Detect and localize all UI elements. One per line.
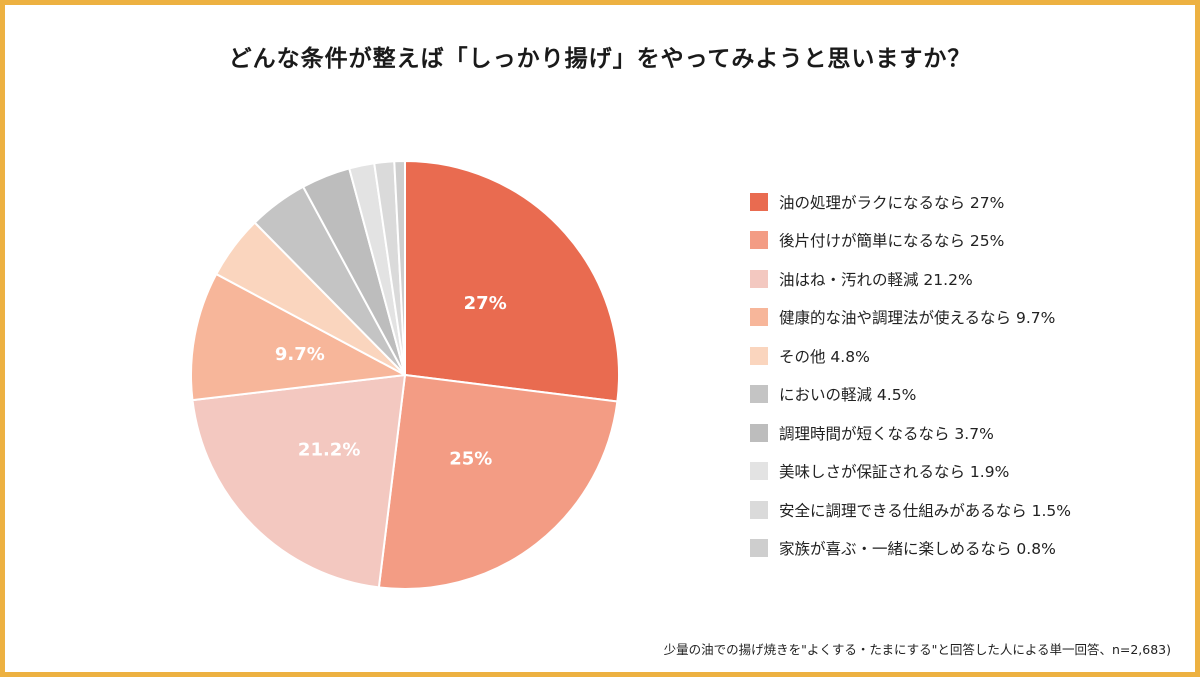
legend-item-5: その他 4.8% — [750, 343, 1071, 368]
legend-label: においの軽減 4.5% — [779, 386, 917, 404]
legend-swatch — [750, 269, 768, 288]
legend-item-4: 健康的な油や調理法が使えるなら 9.7% — [750, 305, 1071, 330]
legend-label: 安全に調理できる仕組みがあるなら 1.5% — [779, 501, 1071, 520]
chart-title: どんな条件が整えば「しっかり揚げ」をやってみようと思いますか？ — [228, 46, 972, 72]
legend-swatch — [750, 192, 768, 211]
pie-data-label-2: 25% — [449, 448, 492, 469]
pie-data-label-3: 21.2% — [298, 439, 360, 460]
footnote: 少量の油での揚げ焼きを"よくする・たまにする"と回答した人による単一回答、n=2… — [663, 642, 1171, 657]
pie-slice-3 — [191, 373, 407, 589]
legend-label: 油の処理がラクになるなら 27% — [779, 193, 1005, 212]
legend-swatch — [750, 500, 768, 519]
pie-data-label-4: 9.7% — [275, 344, 325, 365]
legend-label: その他 4.8% — [779, 347, 870, 366]
legend-item-8: 美味しさが保証されるなら 1.9% — [750, 459, 1071, 484]
legend-swatch — [750, 385, 768, 403]
legend-item-1: 油の処理がラクになるなら 27% — [750, 189, 1071, 214]
pie-slice-4 — [190, 272, 409, 402]
legend-label: 美味しさが保証されるなら 1.9% — [779, 463, 1010, 481]
pie-slice-1 — [404, 159, 620, 403]
legend-item-10: 家族が喜ぶ・一緒に楽しめるなら 0.8% — [750, 536, 1071, 561]
legend-label: 家族が喜ぶ・一緒に楽しめるなら 0.8% — [779, 540, 1056, 558]
legend-item-7: 調理時間が短くなるなら 3.7% — [750, 420, 1071, 445]
pie-slice-2 — [377, 373, 619, 590]
legend-item-6: においの軽減 4.5% — [750, 382, 1071, 407]
legend-swatch — [750, 462, 768, 480]
legend-item-3: 油はね・汚れの軽減 21.2% — [750, 266, 1071, 291]
legend-swatch — [750, 231, 768, 249]
pie-data-label-1: 27% — [464, 293, 507, 314]
legend-swatch — [750, 308, 768, 326]
legend-item-9: 安全に調理できる仕組みがあるなら 1.5% — [750, 497, 1071, 522]
legend-item-2: 後片付けが簡単になるなら 25% — [750, 228, 1071, 253]
legend: 油の処理がラクになるなら 27% 後片付けが簡単になるなら 25% 油はね・汚れの軽… — [750, 189, 1071, 574]
pie-chart: 27% 25% 21.2% 9.7% — [190, 159, 620, 590]
legend-label: 調理時間が短くなるなら 3.7% — [779, 424, 994, 443]
legend-label: 後片付けが簡単になるなら 25% — [779, 232, 1005, 250]
legend-swatch — [750, 539, 768, 557]
legend-label: 健康的な油や調理法が使えるなら 9.7% — [779, 309, 1056, 327]
legend-swatch — [750, 346, 768, 365]
pie-slice-10 — [393, 159, 406, 376]
legend-swatch — [750, 423, 768, 442]
legend-label: 油はね・汚れの軽減 21.2% — [779, 270, 973, 289]
